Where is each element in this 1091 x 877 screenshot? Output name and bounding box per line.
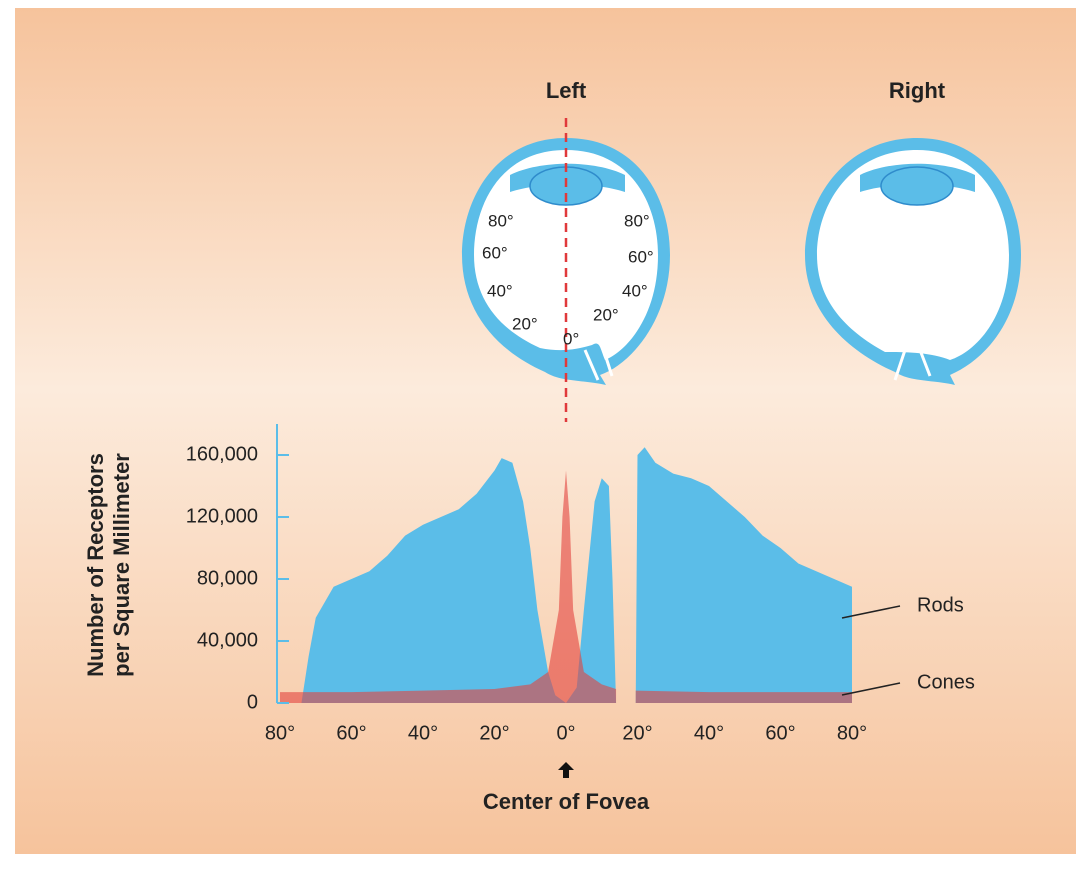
eye-title: Left [546, 78, 587, 103]
angle-label: 60° [628, 247, 654, 266]
y-axis-title-line: Number of Receptors [83, 453, 108, 677]
x-tick-label: 0° [556, 722, 575, 744]
angle-label: 80° [488, 211, 514, 230]
y-tick-label: 80,000 [197, 567, 258, 589]
x-tick-label: 60° [765, 722, 795, 744]
y-tick-label: 40,000 [197, 629, 258, 651]
x-tick-label: 80° [265, 722, 295, 744]
angle-label: 40° [487, 281, 513, 300]
angle-label: 40° [622, 281, 648, 300]
angle-label: 20° [512, 314, 538, 333]
angle-label: 80° [624, 211, 650, 230]
x-tick-label: 20° [479, 722, 509, 744]
series-label: Cones [917, 671, 975, 693]
y-axis-title: Number of Receptors per Square Millimete… [83, 453, 134, 677]
y-axis-title-line: per Square Millimeter [109, 453, 134, 677]
y-tick-label: 160,000 [186, 443, 258, 465]
background [15, 8, 1076, 854]
angle-label: 60° [482, 243, 508, 262]
series-label: Rods [917, 594, 964, 616]
x-tick-label: 40° [408, 722, 438, 744]
angle-label: 20° [593, 305, 619, 324]
eye-title: Right [889, 78, 946, 103]
x-tick-label: 20° [622, 722, 652, 744]
x-tick-label: 40° [694, 722, 724, 744]
y-tick-label: 120,000 [186, 505, 258, 527]
area [636, 691, 852, 703]
angle-label: 0° [563, 329, 579, 348]
y-tick-label: 0 [247, 691, 258, 713]
chart: Left Right 80° 60° 40° 20° 0° 80° 60° 40… [0, 0, 1091, 872]
x-tick-label: 60° [336, 722, 366, 744]
annotation: Center of Fovea [483, 789, 650, 814]
x-tick-label: 80° [837, 722, 867, 744]
page: Left Right 80° 60° 40° 20° 0° 80° 60° 40… [0, 0, 1091, 877]
